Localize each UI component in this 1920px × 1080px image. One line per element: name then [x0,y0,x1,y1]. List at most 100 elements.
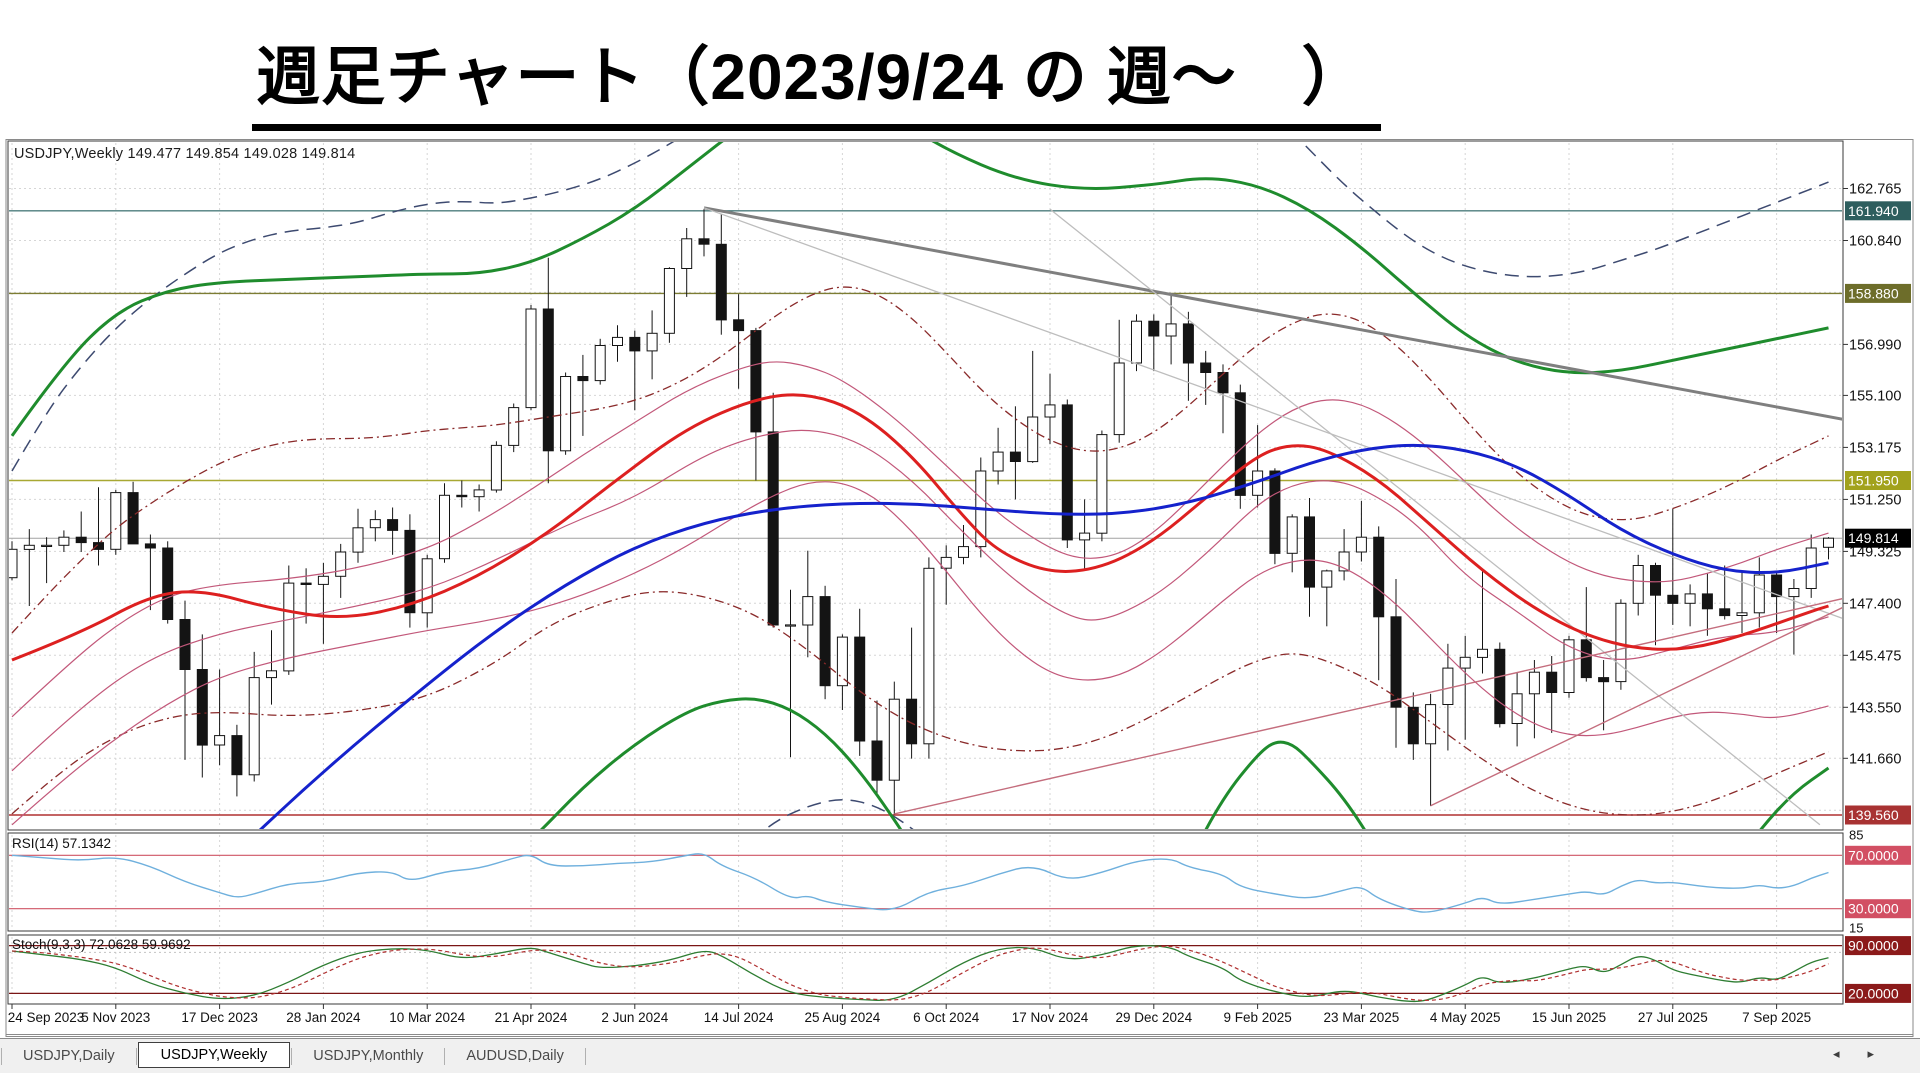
candle-body [300,582,312,585]
candle-body [1027,416,1039,463]
candle-body [940,556,952,569]
candle-body [317,575,329,585]
rsi-panel-surface[interactable] [7,832,1844,932]
trendline[interactable] [703,206,1846,421]
candle-body [1079,532,1091,541]
price-tick-label: 145.475 [1849,648,1901,664]
tab-usdjpy-daily[interactable]: USDJPY,Daily [23,1048,115,1064]
candle-body [266,670,277,679]
candle-body [1148,320,1160,337]
price-badge [1845,201,1911,221]
scroll-left-icon[interactable]: ◂ [1832,1046,1840,1061]
candle-body [612,336,623,346]
trendline[interactable] [1430,606,1846,807]
candle-body [888,698,900,781]
trendline[interactable] [1049,208,1821,826]
price-tick-label: 156.990 [1849,337,1901,353]
candle-body [196,669,208,746]
candle-body [1390,616,1402,708]
candle-body [421,558,433,614]
candle-body [1234,392,1246,496]
candle-body [1477,648,1488,658]
candle-body [93,542,104,550]
candle-body [456,494,468,498]
candle-body [1684,593,1696,604]
scroll-right-icon[interactable]: ▸ [1867,1046,1874,1061]
candle-body [1650,565,1661,596]
price-tick-label: 153.175 [1849,440,1901,456]
candle-body [1701,593,1713,610]
candle-body [767,431,779,626]
price-tick-label: 162.765 [1849,182,1901,198]
price-badge [1845,528,1911,548]
date-tick-label: 25 Aug 2024 [804,1010,880,1025]
price-badge [1845,471,1911,490]
date-tick-label: 9 Feb 2025 [1223,1010,1291,1025]
candle-body [490,444,502,491]
price-tick-label: 151.250 [1849,492,1901,508]
candle-body [1131,320,1142,364]
candle-body [1425,704,1437,745]
price-badge [1845,983,1911,1003]
candle-body [75,536,87,544]
candle-body [1373,536,1385,618]
chart-tab-bar: USDJPY,Daily USDJPY,Weekly USDJPY,Monthl… [0,1038,1920,1073]
candle-body [1061,404,1073,541]
candle-body [785,624,796,627]
candle-body [352,527,364,553]
candle-body [923,567,935,745]
price-badge [1845,805,1911,825]
candle-body [1113,362,1125,436]
candle-body [1304,516,1315,588]
candle-body [715,243,727,321]
candle-body [23,544,35,550]
rsi-indicator-label: RSI(14) 57.1342 [12,836,112,851]
candle-body [1563,639,1575,693]
price-tick-label: 155.100 [1849,388,1901,404]
rsi-scale-label: 15 [1849,921,1863,936]
candle-body [802,596,814,626]
candle-body [439,494,450,560]
candle-body [836,636,848,687]
date-tick-label: 17 Nov 2024 [1012,1010,1089,1025]
candle-body [1200,362,1212,373]
price-badge-label: 149.814 [1848,530,1899,546]
date-tick-label: 29 Dec 2024 [1116,1010,1193,1025]
candle-body [1511,693,1523,724]
candle-body [1338,551,1350,572]
trendline[interactable] [894,598,1846,815]
tab-divider [584,1047,586,1065]
candle-body [9,548,18,579]
candle-body [1788,588,1800,598]
tab-audusd-daily[interactable]: AUDUSD,Daily [466,1048,564,1064]
price-badge-label: 161.940 [1848,203,1899,219]
tab-divider [1,1047,2,1065]
tab-usdjpy-weekly[interactable]: USDJPY,Weekly [137,1041,291,1068]
candle-body [508,407,520,446]
date-tick-label: 5 Nov 2023 [81,1010,150,1025]
candle-body [1632,565,1644,604]
price-badge-label: 30.0000 [1848,901,1899,917]
grid-layer [9,143,1842,1009]
candle-body [473,489,485,498]
price-tick-label: 141.660 [1849,751,1901,767]
rsi-layer [9,853,1842,913]
candle-body [1736,612,1748,616]
candle-body [663,268,675,334]
price-badge [1845,283,1911,303]
date-tick-label: 24 Sep 2023 [8,1010,85,1025]
candle-body [1044,404,1056,418]
candle-body [162,547,174,620]
candle-body [750,330,762,433]
trendline[interactable] [703,207,1846,620]
date-tick-label: 23 Mar 2025 [1323,1010,1399,1025]
candle-body [646,332,658,352]
candle-body [283,582,295,672]
candle-body [525,308,537,409]
candle-body [1823,537,1834,548]
candle-body [1719,608,1731,617]
tab-usdjpy-monthly[interactable]: USDJPY,Monthly [313,1048,424,1064]
candle-body [698,238,710,245]
